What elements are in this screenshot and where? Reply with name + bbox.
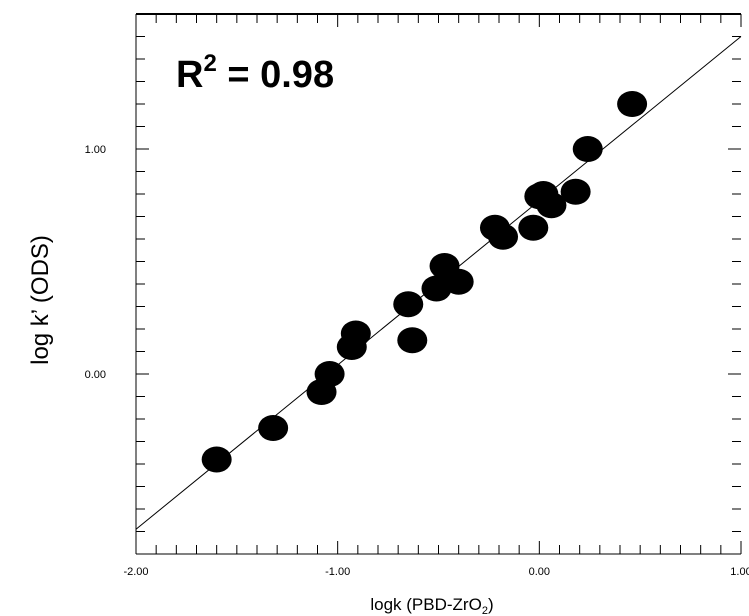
data-point [258,415,289,441]
x-axis-title-subscript: 2 [482,605,488,616]
data-point [518,214,549,241]
data-points [201,91,648,473]
y-tick-label: 1.00 [85,144,106,156]
data-point [572,136,603,162]
data-point [201,446,232,473]
x-tick-label: 1.00 [730,566,749,578]
tick-labels: -2.00 -1.00 0.00 1.00 0.00 1.00 [85,144,749,578]
r-squared-prefix: R [176,54,203,96]
x-axis-title: logk (PBD-ZrO2) [370,595,493,616]
x-tick-label: 0.00 [529,566,550,578]
x-axis-title-close: ) [488,595,494,614]
x-tick-label: -2.00 [123,566,148,578]
data-point [488,223,519,250]
data-point [397,327,428,354]
data-point [560,178,591,205]
data-point [536,192,567,219]
data-point [393,291,424,318]
y-tick-label: 0.00 [85,369,106,381]
y-axis-title: log k’ (ODS) [27,235,54,365]
data-point [340,320,371,347]
data-point [443,268,474,295]
axis-ticks [135,13,742,555]
x-axis-title-main: logk (PBD-ZrO [370,595,481,614]
data-point [314,361,345,387]
x-tick-label: -1.00 [325,566,350,578]
data-point [617,91,648,117]
r-squared-value: = 0.98 [217,54,334,96]
r-squared-superscript: 2 [203,50,216,77]
r-squared-annotation: R2 = 0.98 [176,50,334,96]
